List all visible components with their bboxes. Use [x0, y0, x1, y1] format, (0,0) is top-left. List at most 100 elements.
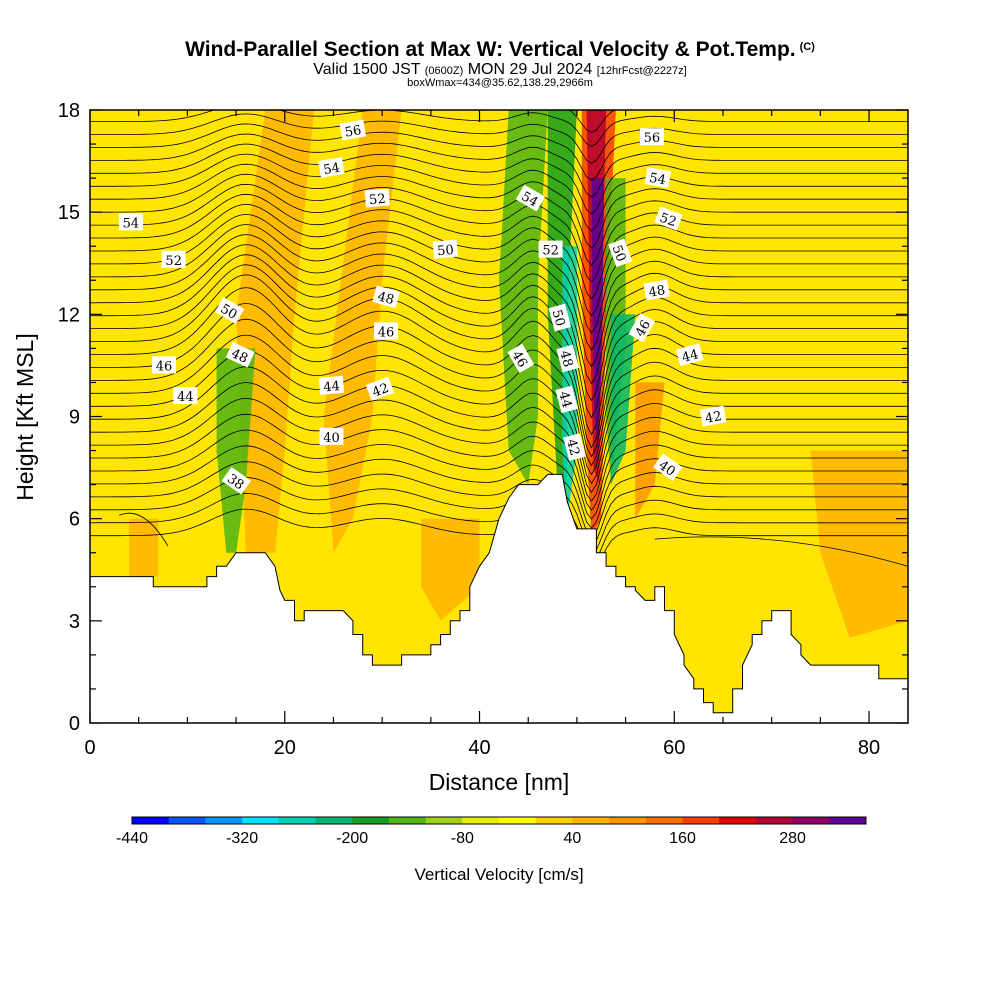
isentrope-line [90, 318, 908, 467]
isentrope-line [90, 193, 908, 300]
label-backdrop [214, 297, 245, 324]
label-backdrop [639, 128, 664, 146]
isentrope-label: 46 [628, 313, 656, 343]
isentrope-label: 46 [152, 356, 176, 374]
colorbar-swatch [792, 817, 830, 824]
isentrope-line [90, 445, 908, 538]
isentrope-line [90, 366, 908, 494]
isentrope-label: 40 [319, 427, 344, 446]
colorbar-swatch [168, 817, 206, 824]
label-backdrop [432, 239, 459, 259]
label-backdrop [118, 213, 143, 231]
isentrope-label-text: 46 [378, 325, 395, 340]
y-tick-label: 18 [58, 100, 80, 122]
colorbar-swatch [535, 817, 573, 824]
colorbar-swatch [352, 817, 390, 824]
velocity-band [216, 348, 256, 553]
label-backdrop [372, 285, 400, 309]
colorbar-swatch [315, 817, 353, 824]
label-backdrop [318, 156, 345, 178]
isentrope-line [90, 153, 908, 232]
isentrope-line [90, 382, 908, 502]
label-backdrop [556, 344, 579, 373]
colorbar-swatch [682, 817, 720, 824]
chart-title-text: Wind-Parallel Section at Max W: Vertical… [185, 38, 796, 61]
colorbar-tick-label: -200 [336, 830, 368, 847]
y-tick-label: 3 [69, 611, 80, 633]
isentrope-line [654, 536, 908, 567]
isentrope-label: 48 [643, 279, 671, 301]
isentrope-label-text: 56 [644, 131, 661, 146]
isentrope-line [90, 334, 908, 476]
x-tick-label: 40 [468, 737, 490, 759]
isentrope-label-text: 56 [344, 123, 363, 141]
colorbar-tick-label: -440 [116, 830, 148, 847]
isentrope-line [90, 110, 908, 147]
colorbar-tick-label: 280 [779, 830, 806, 847]
isentrope-label-text: 48 [556, 349, 575, 369]
label-backdrop [339, 119, 367, 141]
label-backdrop [608, 238, 633, 268]
velocity-band [236, 110, 314, 553]
colorbar-tick-label: -80 [451, 830, 474, 847]
isentrope-line [90, 213, 908, 334]
isentrope-label-text: 42 [704, 409, 723, 427]
chart-title: Wind-Parallel Section at Max W: Vertical… [0, 38, 1000, 62]
colorbar-swatch [829, 817, 867, 824]
isentrope-line [90, 224, 908, 351]
isentrope-label-text: 46 [633, 318, 654, 340]
colorbar-swatch [388, 817, 426, 824]
label-backdrop [643, 279, 671, 301]
isentrope-label-text: 46 [508, 348, 529, 370]
y-tick-label: 9 [69, 407, 80, 429]
isentrope-label: 52 [654, 206, 683, 231]
isentrope-label: 42 [699, 405, 727, 427]
colorbar-tick-label: -320 [226, 830, 258, 847]
label-backdrop [374, 322, 398, 340]
isentrope-label: 44 [555, 385, 578, 414]
isentrope-label: 56 [339, 119, 367, 141]
isentrope-label: 52 [538, 240, 563, 259]
y-tick-label: 15 [58, 202, 80, 224]
isentrope-label: 52 [161, 250, 186, 269]
label-backdrop [538, 240, 563, 258]
isentrope-label: 52 [364, 188, 390, 208]
isentrope-line [90, 254, 908, 402]
label-backdrop [653, 453, 683, 482]
title-mark: (C) [799, 41, 815, 53]
y-tick-label: 12 [58, 304, 80, 326]
isentrope-label-text: 42 [563, 438, 582, 458]
isentrope-labels: 56 54 52 54 52 50 54 52 50 56 54 52 48 46 48 50 46 48 46 44… [118, 119, 727, 495]
isentrope-label: 54 [318, 156, 345, 179]
colorbar-swatch [205, 817, 243, 824]
x-tick-label: 80 [858, 737, 880, 759]
label-backdrop [563, 433, 586, 461]
terrain [90, 473, 908, 723]
isentrope-label: 44 [675, 343, 704, 366]
velocity-band [635, 382, 665, 519]
isentrope-line [90, 113, 908, 164]
isentrope-line [90, 173, 908, 266]
isentrope-label: 54 [118, 213, 143, 231]
isentrope-line [90, 429, 908, 529]
isentrope-label: 46 [374, 322, 398, 340]
isentrope-line [90, 183, 908, 283]
isentrope-label: 42 [365, 376, 395, 401]
label-backdrop [654, 206, 683, 231]
isentrope-label: 54 [515, 184, 546, 212]
label-backdrop [225, 341, 255, 368]
colorbar-swatch [609, 817, 647, 824]
isentrope-line [90, 287, 908, 449]
isentrope-line [90, 123, 908, 181]
y-axis-label: Height [Kft MSL] [12, 333, 38, 500]
velocity-band [421, 518, 480, 621]
isentrope-label-text: 54 [322, 161, 341, 179]
isentrope-line [90, 133, 908, 198]
isentrope-label-text: 54 [648, 171, 667, 189]
isentrope-label-text: 40 [323, 431, 340, 446]
label-backdrop [507, 343, 535, 373]
box-info: boxWmax=434@35.62,138.29,2966m [407, 77, 593, 89]
isentrope-label: 48 [372, 285, 400, 309]
isentrope-line [90, 461, 908, 547]
